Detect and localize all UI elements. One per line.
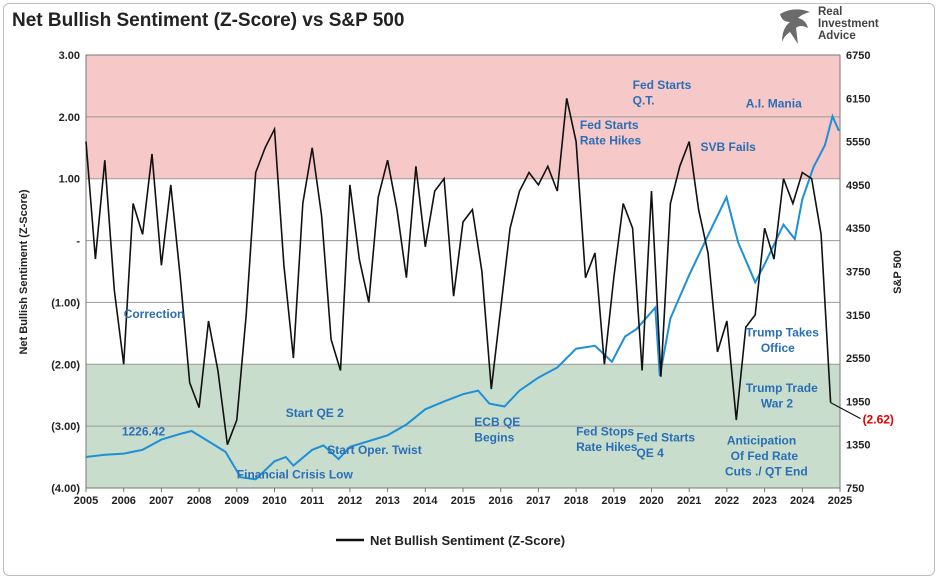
x-tick-label: 2018	[564, 495, 588, 507]
annotation-label: Correction	[124, 307, 185, 321]
y2-tick-label: 750	[846, 483, 864, 495]
annotation-label: ECB QE	[474, 415, 520, 429]
x-tick-label: 2021	[677, 495, 701, 507]
y-axis-label: Net Bullish Sentiment (Z-Score)	[18, 189, 30, 354]
annotation-label: 1226.42	[122, 424, 166, 438]
y-tick-label: (2.00)	[51, 359, 80, 371]
x-tick-label: 2011	[300, 495, 324, 507]
annotation-label: War 2	[761, 397, 794, 411]
x-tick-label: 2022	[715, 495, 739, 507]
brand-line-2: Investment	[818, 18, 879, 30]
y2-tick-label: 1950	[846, 396, 870, 408]
y2-tick-label: 4350	[846, 223, 870, 235]
annotation-label: QE 4	[636, 446, 664, 460]
x-tick-label: 2017	[526, 495, 550, 507]
x-tick-label: 2014	[413, 495, 438, 507]
legend-label: Net Bullish Sentiment (Z-Score)	[370, 533, 565, 548]
x-tick-label: 2019	[602, 495, 626, 507]
x-tick-label: 2006	[111, 495, 135, 507]
annotation-label: Fed Starts	[636, 431, 695, 445]
x-tick-label: 2005	[74, 495, 98, 507]
annotation-label: Cuts ./ QT End	[725, 465, 808, 479]
y2-axis-label: S&P 500	[892, 250, 904, 294]
brand-line-3: Advice	[818, 30, 856, 42]
y2-tick-label: 1350	[846, 440, 870, 452]
y-tick-label: (4.00)	[51, 483, 80, 495]
chart-title: Net Bullish Sentiment (Z-Score) vs S&P 5…	[12, 10, 405, 31]
y-tick-label: 2.00	[59, 112, 80, 124]
x-tick-label: 2013	[375, 495, 399, 507]
annotation-label: Fed Starts	[633, 78, 692, 92]
y2-tick-label: 6750	[846, 50, 870, 62]
y2-tick-label: 2550	[846, 353, 870, 365]
annotation-label: A.I. Mania	[746, 97, 802, 111]
x-tick-label: 2015	[451, 495, 475, 507]
y-tick-label: (1.00)	[51, 297, 80, 309]
annotation-label: Q.T.	[633, 93, 655, 107]
y2-tick-label: 5550	[846, 137, 870, 149]
series-sentiment-line	[85, 98, 832, 445]
x-tick-label: 2024	[790, 495, 815, 507]
annotation-label: Financial Crisis Low	[237, 468, 354, 482]
annotation-label: Trump Takes	[746, 325, 819, 339]
x-tick-label: 2012	[338, 495, 362, 507]
x-tick-label: 2025	[828, 495, 852, 507]
eagle-icon	[780, 9, 810, 44]
annotation-label: Rate Hikes	[580, 134, 642, 148]
annotation-label: Office	[761, 341, 795, 355]
y-tick-label: (3.00)	[51, 421, 80, 433]
x-tick-label: 2016	[488, 495, 512, 507]
brand-line-1: Real	[818, 6, 843, 18]
annotation-label: Begins	[474, 431, 514, 445]
annotation-label: Of Fed Rate	[731, 449, 799, 463]
annotation-label: Start QE 2	[286, 406, 344, 420]
x-tick-label: 2007	[149, 495, 173, 507]
x-tick-label: 2020	[639, 495, 663, 507]
series-spx-line	[85, 113, 840, 481]
x-tick-label: 2010	[262, 495, 286, 507]
annotation-label: Fed Starts	[580, 118, 639, 132]
y-tick-label: 3.00	[59, 50, 80, 62]
annotation-label: Trump Trade	[746, 381, 818, 395]
annotation-label: Fed Stops	[576, 424, 634, 438]
y2-tick-label: 3750	[846, 267, 870, 279]
annotation-label: Anticipation	[727, 434, 796, 448]
y-tick-label: -	[76, 236, 80, 248]
annotation-label: SVB Fails	[701, 140, 757, 154]
legend: Net Bullish Sentiment (Z-Score)	[336, 533, 565, 548]
y2-tick-label: 3150	[846, 310, 870, 322]
y2-tick-label: 4950	[846, 180, 870, 192]
callout-label: (2.62)	[863, 413, 894, 427]
annotation-label: Rate Hikes	[576, 440, 638, 454]
x-tick-label: 2008	[187, 495, 211, 507]
y-tick-label: 1.00	[59, 174, 80, 186]
callout-leader	[830, 402, 861, 420]
x-tick-label: 2023	[752, 495, 776, 507]
annotation-label: Start Oper. Twist	[327, 443, 421, 457]
x-tick-label: 2009	[225, 495, 249, 507]
y2-tick-label: 6150	[846, 93, 870, 105]
brand-name: Real Investment Advice	[818, 6, 879, 42]
brand-logo: Real Investment Advice	[776, 6, 916, 48]
